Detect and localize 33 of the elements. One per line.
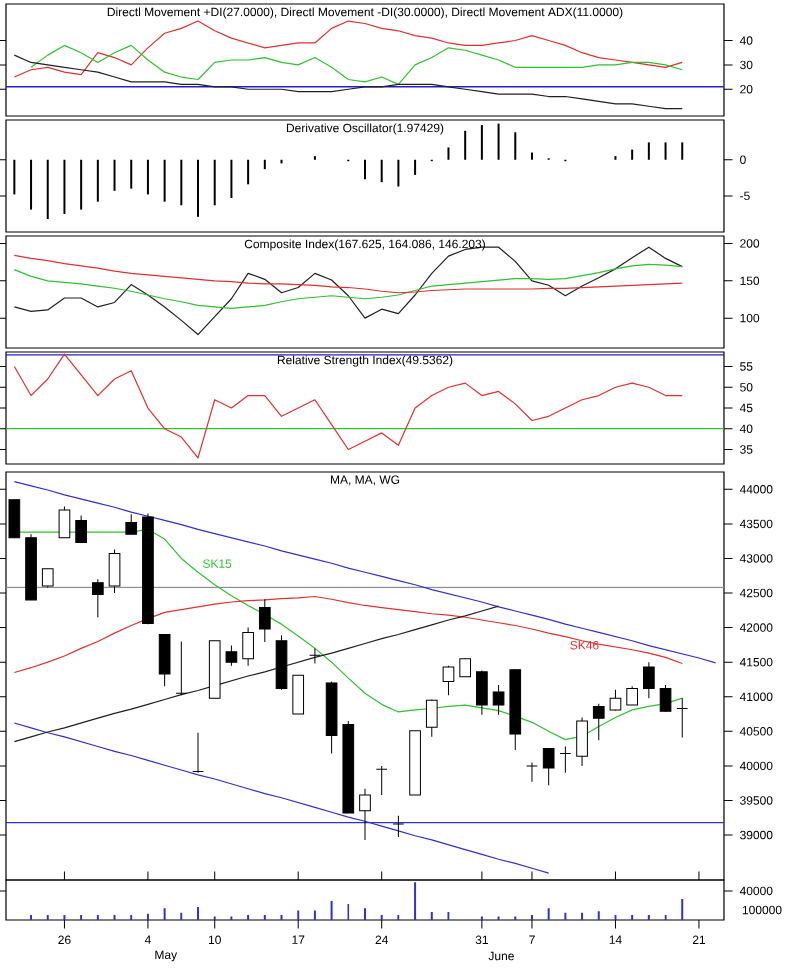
candlestick <box>442 665 455 696</box>
candlestick <box>75 515 87 544</box>
candlestick <box>425 699 438 738</box>
candlestick <box>192 732 204 774</box>
candlestick <box>91 578 104 618</box>
candlestick <box>292 674 305 715</box>
candlestick <box>225 645 238 667</box>
candlestick <box>392 815 405 838</box>
candlestick <box>643 661 655 699</box>
candlestick <box>108 548 121 594</box>
candlestick <box>359 788 371 841</box>
candlestick <box>492 684 505 716</box>
candlestick <box>576 717 588 767</box>
line-series <box>13 263 683 310</box>
candlestick <box>526 761 538 783</box>
candlestick <box>659 684 672 713</box>
candlestick <box>626 685 638 706</box>
candlestick <box>609 689 622 712</box>
candlestick <box>125 513 138 535</box>
candlestick <box>242 627 254 667</box>
candlestick <box>158 634 171 687</box>
candlestick <box>459 657 472 678</box>
candlestick <box>375 765 388 796</box>
candlestick <box>476 669 488 716</box>
candlestick <box>175 640 188 696</box>
candlestick <box>258 598 271 643</box>
candlestick <box>676 697 689 739</box>
candlestick <box>309 647 321 665</box>
candlestick <box>542 747 555 786</box>
candlestick <box>275 634 288 691</box>
candlestick <box>592 703 605 741</box>
candlestick <box>559 746 572 774</box>
candlestick <box>58 506 71 539</box>
